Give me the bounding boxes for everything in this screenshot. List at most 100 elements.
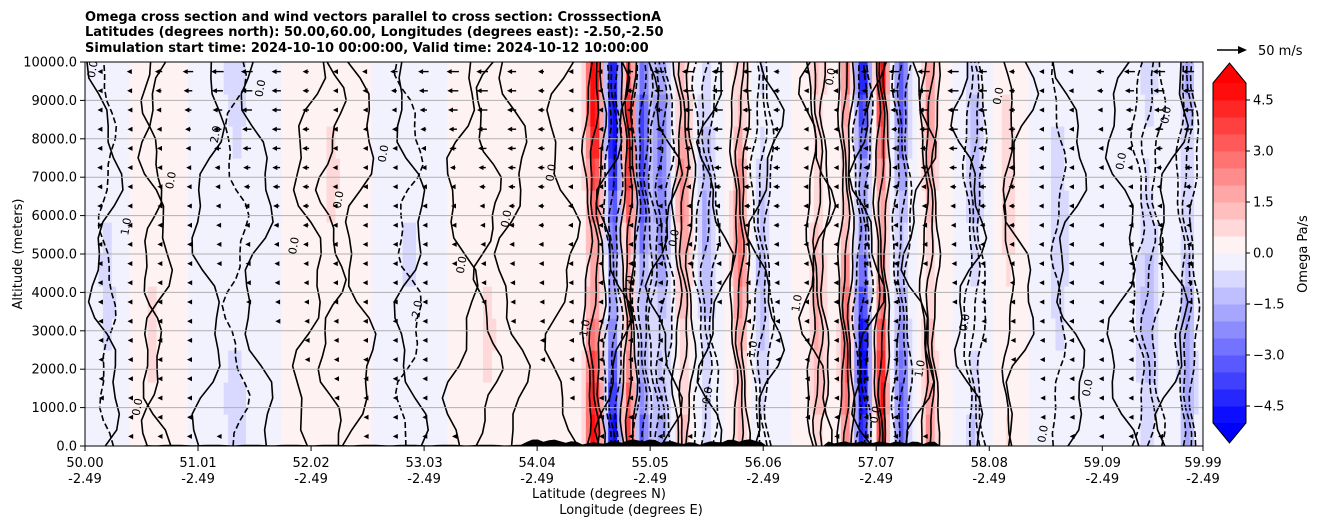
omega-cell [152, 414, 158, 446]
wind-vector-head [1187, 299, 1193, 305]
omega-cell [755, 62, 761, 95]
omega-cell [697, 382, 703, 415]
omega-cell [465, 126, 471, 159]
wind-vector-head [597, 69, 603, 75]
omega-cell [406, 414, 413, 446]
wind-vector-head [716, 299, 722, 305]
omega-cell [545, 62, 551, 95]
omega-cell [567, 318, 574, 351]
omega-cell [523, 158, 529, 191]
wind-vector-head [216, 241, 222, 247]
omega-cell [1077, 62, 1083, 95]
omega-cell [129, 318, 135, 351]
wind-vector-head [334, 376, 339, 382]
omega-cell [335, 94, 341, 127]
wind-vector-head [157, 280, 163, 286]
wind-vector-head [537, 165, 543, 171]
omega-cell [107, 94, 113, 127]
omega-cell [1028, 286, 1034, 319]
wind-vector-head [392, 261, 398, 267]
omega-cell [796, 222, 802, 255]
omega-cell [778, 158, 784, 191]
omega-cell [1140, 382, 1146, 415]
omega-cell [1109, 190, 1115, 223]
omega-cell [706, 414, 712, 446]
omega-cell [1001, 158, 1007, 191]
omega-cell [572, 350, 578, 383]
omega-cell [1046, 350, 1052, 383]
omega-cell [992, 222, 998, 255]
omega-cell [639, 190, 645, 223]
omega-cell [223, 62, 229, 95]
omega-cell [1091, 62, 1097, 95]
omega-cell [196, 254, 202, 287]
omega-cell [259, 318, 265, 351]
wind-vector-head [1069, 318, 1074, 324]
omega-cell [505, 350, 511, 383]
omega-cell [228, 382, 234, 415]
omega-cell [429, 190, 435, 223]
omega-cell [867, 414, 873, 446]
omega-cell [1086, 382, 1092, 415]
wind-vector-head [775, 337, 781, 343]
x-tick-label-lon: -2.49 [1186, 472, 1220, 487]
omega-cell [1198, 382, 1203, 415]
omega-cell [254, 254, 261, 287]
omega-cell [277, 414, 283, 446]
wind-vector-head [478, 165, 484, 171]
omega-cell [1158, 318, 1164, 351]
wind-vector-head [773, 241, 779, 247]
omega-cell [1059, 222, 1065, 255]
omega-cell [849, 222, 855, 255]
omega-cell [679, 190, 685, 223]
wind-vector-head [1068, 222, 1074, 228]
wind-vector-head [332, 261, 338, 267]
omega-cell [344, 286, 350, 319]
wind-vector-head [1069, 395, 1075, 401]
omega-cell [116, 382, 122, 415]
omega-cell [711, 414, 717, 446]
omega-cell [398, 158, 404, 191]
omega-cell [187, 126, 193, 159]
omega-cell [322, 286, 328, 319]
wind-vector-head [863, 165, 869, 171]
y-tick-label: 7000.0 [32, 171, 78, 186]
omega-cell [326, 382, 332, 415]
omega-cell [295, 62, 301, 95]
omega-cell [116, 222, 122, 255]
omega-cell [572, 222, 578, 255]
omega-cell [1082, 286, 1088, 319]
omega-cell [1086, 318, 1092, 351]
omega-cell [304, 254, 310, 287]
omega-cell [728, 350, 735, 383]
omega-cell [657, 254, 663, 287]
omega-cell [237, 382, 243, 415]
omega-cell [1113, 158, 1119, 191]
omega-cell [196, 126, 202, 159]
omega-cell [295, 126, 301, 159]
y-axis-label: Altitude (meters) [11, 199, 26, 310]
omega-cell [635, 414, 641, 446]
wind-vector-head [774, 280, 780, 286]
omega-cell [518, 190, 524, 223]
omega-cell [1158, 414, 1164, 446]
omega-cell [205, 382, 211, 415]
omega-cell [228, 62, 234, 95]
omega-cell [1006, 126, 1012, 159]
omega-cell [491, 414, 498, 446]
omega-cell [603, 318, 609, 351]
wind-vector-head [657, 222, 663, 228]
omega-cell [469, 382, 475, 415]
omega-cell [992, 190, 998, 223]
omega-cell [576, 350, 582, 383]
omega-cell [259, 382, 265, 415]
omega-cell [554, 254, 560, 287]
omega-cell [907, 414, 913, 446]
wind-vector-head [834, 376, 839, 382]
omega-cell [339, 190, 345, 223]
omega-cell [165, 126, 171, 159]
omega-cell [983, 286, 989, 319]
omega-cell [348, 222, 354, 255]
omega-cell [232, 350, 238, 383]
omega-cell [648, 222, 654, 255]
